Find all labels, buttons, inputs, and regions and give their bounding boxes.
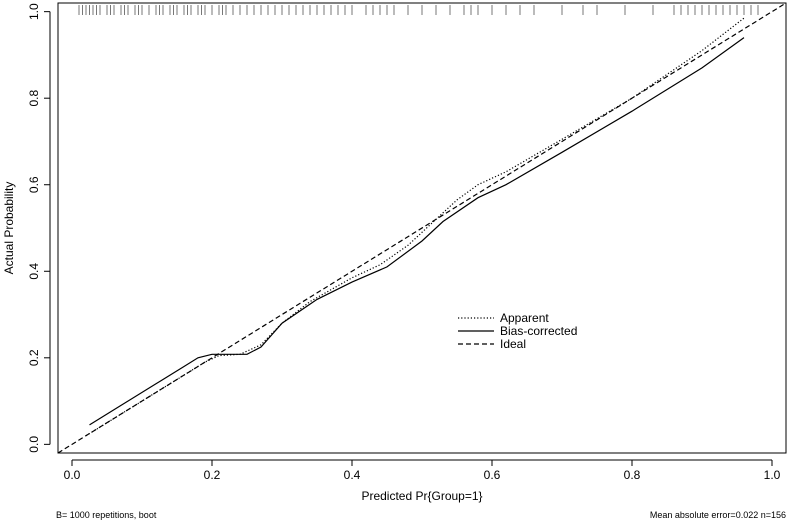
y-tick-label: 0.6 [27, 176, 41, 193]
y-tick-label: 1.0 [27, 3, 41, 20]
plot-frame [57, 2, 787, 454]
rug-marks [78, 5, 759, 15]
x-tick-label: 0.6 [484, 468, 501, 482]
series-line-apparent [85, 17, 745, 437]
x-tick-label: 0.4 [344, 468, 361, 482]
y-axis: 0.0 0.2 0.4 0.6 0.8 1.0 [27, 3, 51, 453]
x-tick-label: 0.0 [64, 468, 81, 482]
y-tick-label: 0.0 [27, 436, 41, 453]
y-tick-label: 0.2 [27, 349, 41, 366]
y-axis-title: Actual Probability [2, 182, 16, 275]
x-tick-label: 1.0 [764, 468, 781, 482]
legend-label: Bias-corrected [500, 324, 577, 338]
x-axis: 0.0 0.2 0.4 0.6 0.8 1.0 [64, 459, 781, 482]
legend-label: Apparent [500, 311, 549, 325]
footnote-right: Mean absolute error=0.022 n=156 [650, 510, 786, 520]
y-tick-label: 0.8 [27, 90, 41, 107]
footnote-left: B= 1000 repetitions, boot [56, 510, 157, 520]
x-tick-label: 0.8 [624, 468, 641, 482]
x-tick-label: 0.2 [204, 468, 221, 482]
series-line-ideal [57, 2, 787, 454]
series-lines [57, 2, 787, 454]
x-axis-title: Predicted Pr{Group=1} [361, 489, 482, 503]
y-tick-label: 0.4 [27, 263, 41, 280]
series-line-bias-corrected [89, 37, 745, 426]
legend-label: Ideal [500, 337, 526, 351]
